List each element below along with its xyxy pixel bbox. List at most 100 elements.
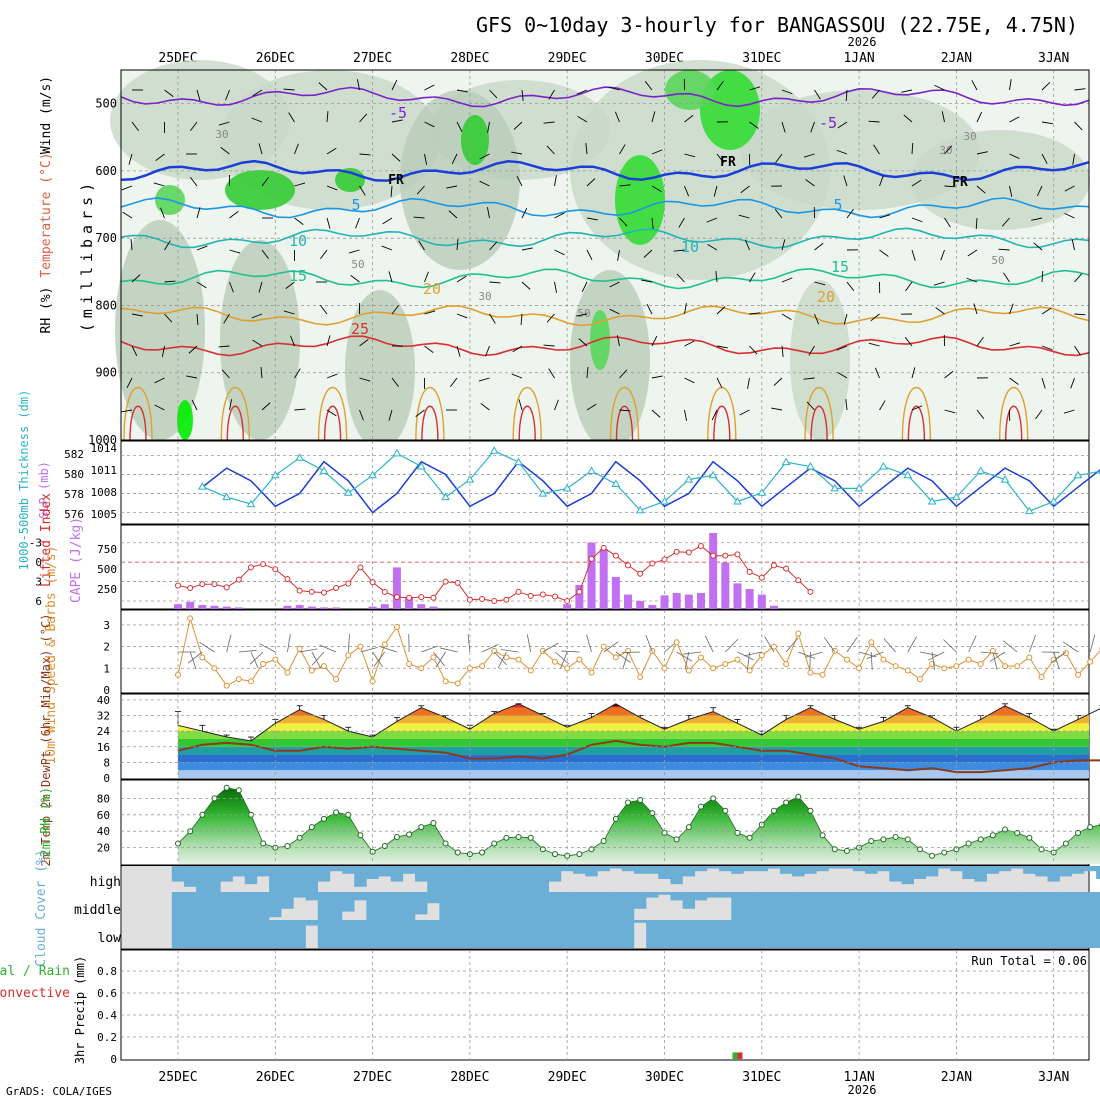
upper-wind-barb-33 <box>225 89 230 101</box>
cloud-middle-bar-63 <box>938 892 951 920</box>
cloud-low-bar-2 <box>196 920 209 948</box>
temp-band-7 <box>121 715 1089 724</box>
upper-wind-barb-1 <box>131 121 139 132</box>
upper-wind-barb-121 <box>489 89 498 99</box>
rh-contour-label-1: 50 <box>351 258 364 271</box>
upper-wind-barb-28 <box>196 281 207 289</box>
upper-wind-barb-173 <box>616 335 620 347</box>
cloud-low-bar-37 <box>621 920 635 948</box>
cape-bar-17 <box>563 604 572 609</box>
upper-wind-barb-67 <box>326 111 329 123</box>
cape-bar-4 <box>222 606 231 609</box>
upper-wind-barb-19 <box>161 345 165 357</box>
wind-barb-18 <box>379 646 398 653</box>
upper-wind-barb-4 <box>122 211 133 219</box>
wind-speed-point-22 <box>442 678 449 685</box>
rh-point-23 <box>454 849 461 856</box>
wind-barb-22 <box>435 651 446 668</box>
upper-wind-barb-253 <box>871 89 880 99</box>
thickness-point-33 <box>1000 475 1010 483</box>
cloud-middle-bar-76 <box>1096 892 1100 920</box>
cloud-middle-bar-21 <box>427 892 440 904</box>
wind-speed-point-47 <box>746 667 753 674</box>
isotherm-label-10: 25 <box>351 320 369 338</box>
cloud-low-bar-6 <box>244 920 258 948</box>
cloud-low-bar-53 <box>816 920 829 948</box>
temp-tick-0: 0 <box>103 772 110 785</box>
upper-wind-barb-203 <box>707 243 718 251</box>
temp-tick-24: 24 <box>97 725 111 738</box>
cape-bar-26 <box>672 593 681 609</box>
wind-speed-point-40 <box>661 665 668 672</box>
rh-point-36 <box>612 815 619 822</box>
cloud-low-bar-0 <box>171 920 185 948</box>
upper-wind-barb-140 <box>512 345 523 353</box>
wind-speed-point-18 <box>393 624 400 631</box>
upper-wind-barb-306 <box>1009 377 1019 385</box>
upper-wind-barb-305 <box>1009 342 1021 347</box>
upper-wind-barb-268 <box>911 217 923 223</box>
cloud-middle-bar-45 <box>719 892 732 898</box>
upper-wind-barb-89 <box>391 119 403 123</box>
rh-contour-label-4: 30 <box>939 144 952 157</box>
rh-point-63 <box>941 849 948 856</box>
cloud-low-bar-21 <box>427 920 440 948</box>
upper-wind-barb-137 <box>521 247 533 251</box>
wind-speed-point-6 <box>247 678 254 685</box>
wind-speed-point-0 <box>175 671 181 678</box>
cloud-high-bar-18 <box>390 866 404 882</box>
wind-barb-53 <box>805 651 823 658</box>
rh-point-42 <box>685 824 692 831</box>
rh-zone-11 <box>790 280 850 440</box>
wind-barb-43 <box>683 651 702 655</box>
upper-wind-barb-273 <box>911 367 916 379</box>
upper-wind-barb-71 <box>320 249 328 260</box>
upper-wind-barb-277 <box>944 145 953 155</box>
lifted-index-point-11 <box>308 588 315 595</box>
slp-tick-1005: 1005 <box>91 508 118 521</box>
upper-wind-barb-205 <box>716 306 726 315</box>
upper-wind-barb-292 <box>966 277 978 283</box>
upper-wind-barb-186 <box>651 409 661 418</box>
wind-speed-point-24 <box>466 665 473 672</box>
date-label-bottom-29DEC: 29DEC <box>548 1070 587 1085</box>
upper-wind-barb-163 <box>586 367 589 379</box>
wind-speed-point-73 <box>1062 650 1069 657</box>
surface-isotherm-25-7 <box>804 387 834 441</box>
isotherm-label-3: 5 <box>833 196 842 214</box>
cloud-low-bar-3 <box>208 920 221 948</box>
rh-point-55 <box>843 847 850 854</box>
isotherm--5 <box>120 86 1090 108</box>
cloud-low-bar-30 <box>536 920 550 948</box>
lifted-index-point-35 <box>600 544 607 551</box>
upper-wind-barb-167 <box>619 144 626 155</box>
precip-grid <box>121 950 1089 1060</box>
surface-isotherm-30-4 <box>518 405 536 441</box>
upper-wind-barb-276 <box>941 111 945 123</box>
wind-speed-point-12 <box>320 663 327 670</box>
isotherm-20 <box>120 305 1090 327</box>
wind-barb-57 <box>870 651 873 670</box>
cloud-low-bar-51 <box>792 920 805 948</box>
lifted-index-point-24 <box>466 596 473 603</box>
cape-bar-11 <box>368 606 377 609</box>
cape-bar-21 <box>611 577 620 609</box>
cloud-high-bar-26 <box>488 866 501 892</box>
cloud-middle-bar-17 <box>378 892 391 920</box>
cloud-middle-bar-69 <box>1011 892 1024 920</box>
isotherm-label-7: 15 <box>831 258 849 276</box>
date-label-bottom-3JAN: 3JAN <box>1038 1070 1069 1085</box>
wind-speed-point-19 <box>406 660 413 667</box>
wind-speed-point-69 <box>1014 663 1021 670</box>
upper-wind-barb-149 <box>554 281 558 293</box>
precip-ticks: 0.8 0.6 0.4 0.2 0 <box>97 965 117 1066</box>
lifted-index-point-38 <box>637 570 644 577</box>
upper-wind-barb-22 <box>196 89 201 101</box>
upper-wind-barb-92 <box>382 217 393 225</box>
surface-isotherm-25-5 <box>609 387 640 441</box>
isotherm-5 <box>120 197 1090 219</box>
cloud-high-bar-34 <box>585 866 598 877</box>
temp2m-ylabel: 2m Temp 2m DewPt (6hr Min/Max) (°C) <box>39 614 53 867</box>
